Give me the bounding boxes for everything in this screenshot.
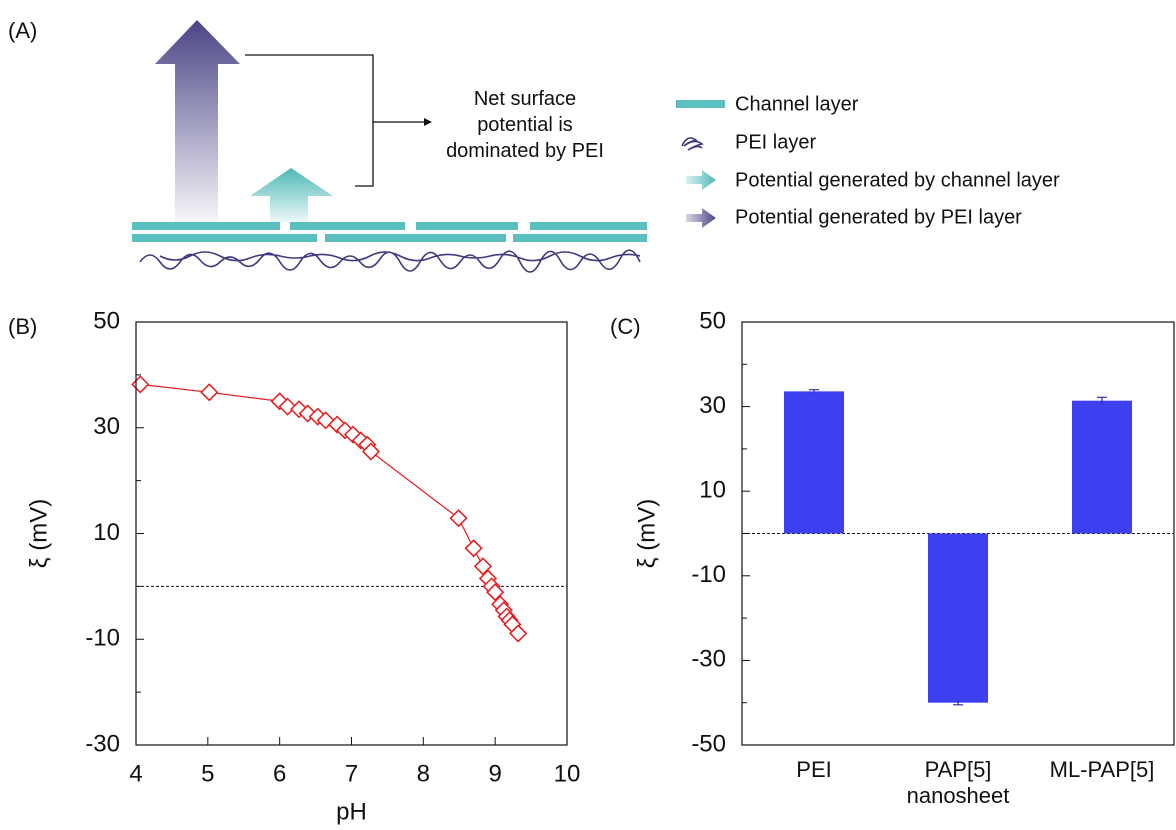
y-axis-label: ξ (mV) <box>633 499 660 568</box>
error-bar <box>809 389 819 394</box>
marker <box>131 375 150 394</box>
plot-frame <box>741 321 1175 746</box>
connector <box>245 54 428 187</box>
x-tick-label: 6 <box>273 760 286 787</box>
x-tick-label: 4 <box>129 760 142 787</box>
legend-label: Channel layer <box>735 93 859 115</box>
marker <box>290 400 309 419</box>
legend-label: Potential generated by PEI layer <box>735 206 1022 228</box>
channel-layers <box>132 222 647 242</box>
bar <box>784 391 844 534</box>
y-tick-label: -30 <box>85 730 120 757</box>
y-axis-label: ξ (mV) <box>25 499 52 568</box>
marker <box>316 411 335 430</box>
x-tick-label: 5 <box>201 760 214 787</box>
y-tick-label: -10 <box>85 625 120 652</box>
bar <box>928 533 988 703</box>
legend-icon <box>686 170 716 190</box>
x-tick-label: 10 <box>554 760 581 787</box>
legend-icon <box>681 137 704 151</box>
marker <box>200 383 219 402</box>
error-bar <box>953 700 963 706</box>
pei-arrow <box>155 20 240 222</box>
bar <box>1072 400 1132 534</box>
marker <box>486 583 505 602</box>
legend-icon <box>676 100 725 108</box>
y-tick-label: 10 <box>699 477 726 504</box>
legend-label: PEI layer <box>735 131 816 153</box>
legend-icon <box>686 208 716 228</box>
y-tick-label: 50 <box>699 307 726 334</box>
panel-label: (B) <box>8 314 37 339</box>
x-tick-label: PEI <box>796 757 832 782</box>
marker <box>335 421 355 440</box>
channel-arrow <box>250 168 333 222</box>
annotation: Net surface potential is dominated by PE… <box>446 88 604 162</box>
pei-layer <box>139 249 641 273</box>
x-tick-label: PAP[5] nanosheet <box>906 757 1010 808</box>
x-axis-label: pH <box>336 798 367 825</box>
marker <box>464 539 483 558</box>
marker <box>298 404 317 423</box>
x-tick-label: 7 <box>345 760 358 787</box>
marker <box>449 509 468 528</box>
error-bar <box>1097 396 1107 405</box>
legend-label: Potential generated by channel layer <box>735 169 1060 191</box>
x-tick-label: 8 <box>417 760 430 787</box>
connector-head <box>424 118 432 126</box>
y-tick-label: -10 <box>691 561 726 588</box>
x-tick-label: ML-PAP[5] <box>1049 757 1155 782</box>
x-tick-label: 9 <box>488 760 501 787</box>
marker <box>473 557 493 576</box>
y-tick-label: 30 <box>93 413 120 440</box>
panel-label: (A) <box>8 18 37 43</box>
panel-label: (C) <box>610 314 641 339</box>
y-tick-label: -30 <box>691 646 726 673</box>
y-tick-label: 50 <box>93 307 120 334</box>
y-tick-label: 30 <box>699 392 726 419</box>
marker <box>270 392 289 411</box>
plot-frame <box>135 321 568 746</box>
y-tick-label: -50 <box>691 730 726 757</box>
marker <box>343 425 362 444</box>
marker <box>361 442 380 461</box>
y-tick-label: 10 <box>93 519 120 546</box>
marker <box>509 624 528 643</box>
marker <box>328 415 347 434</box>
